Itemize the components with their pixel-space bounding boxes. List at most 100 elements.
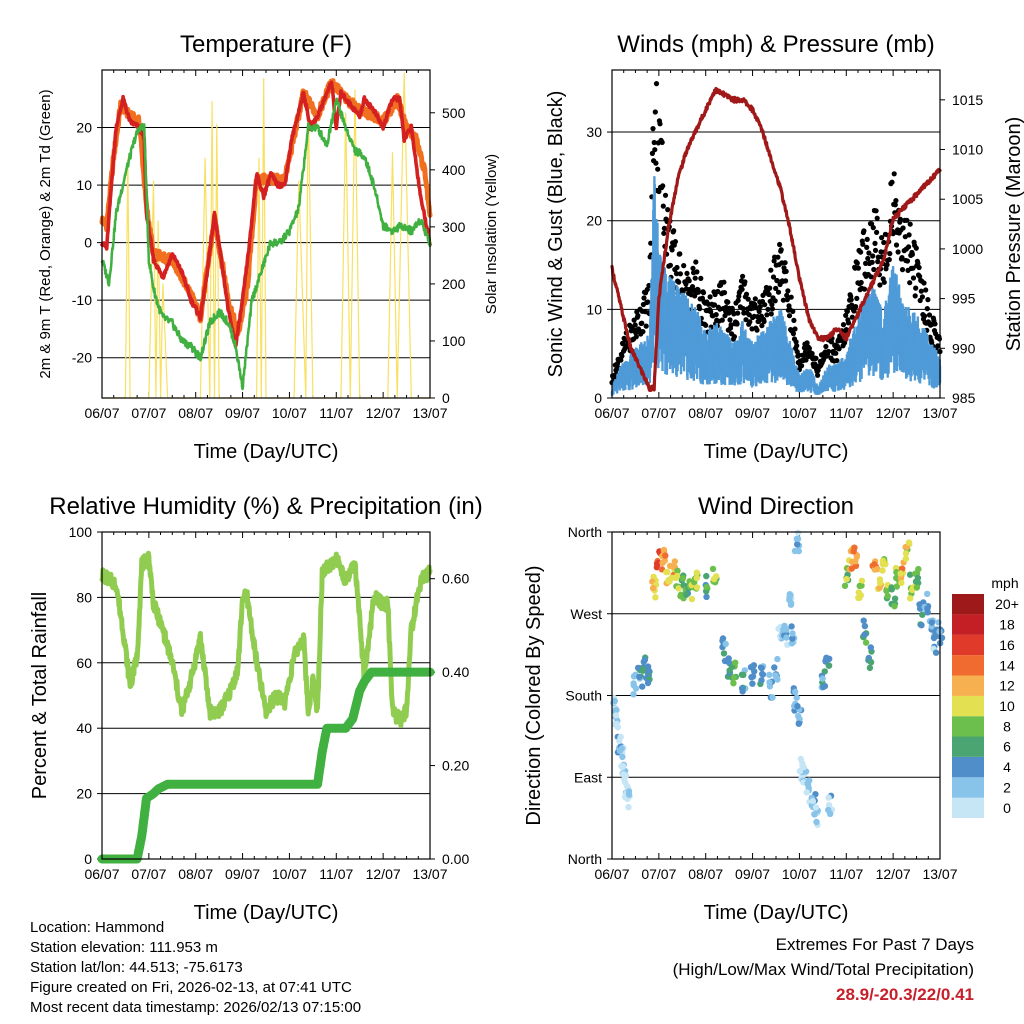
gust-point bbox=[889, 179, 895, 185]
direction-point bbox=[924, 609, 931, 616]
legend-swatch-6 bbox=[952, 736, 984, 757]
gust-point bbox=[651, 139, 657, 146]
direction-point bbox=[644, 679, 652, 687]
direction-point bbox=[789, 635, 796, 642]
direction-point bbox=[823, 654, 830, 661]
gust-point bbox=[754, 327, 760, 333]
wind-point bbox=[703, 329, 706, 358]
gust-point bbox=[735, 297, 741, 303]
xtick-label-0-0: 06/07 bbox=[84, 405, 119, 421]
xtick-label-1-0: 06/07 bbox=[594, 405, 629, 421]
gust-point bbox=[792, 326, 798, 332]
gust-point bbox=[707, 294, 713, 300]
gust-point bbox=[768, 311, 774, 317]
direction-point bbox=[625, 791, 633, 798]
xtick-label-3-7: 13/07 bbox=[922, 866, 957, 882]
gust-point bbox=[684, 270, 690, 276]
gust-point bbox=[756, 308, 762, 315]
gust-point bbox=[921, 280, 927, 286]
gust-point bbox=[619, 353, 625, 359]
gust-point bbox=[677, 251, 683, 257]
gust-point bbox=[925, 297, 931, 303]
wind-point bbox=[879, 307, 883, 346]
gust-point bbox=[836, 346, 842, 352]
wind-point bbox=[809, 380, 813, 392]
yaxis-label-0: 2m & 9m T (Red, Orange) & 2m Td (Green) bbox=[37, 89, 54, 378]
legend-swatch-18 bbox=[952, 614, 984, 635]
xtick-label-1-6: 12/07 bbox=[876, 405, 911, 421]
xaxis-label-0: Time (Day/UTC) bbox=[194, 441, 339, 463]
wind-point bbox=[839, 375, 842, 390]
direction-point bbox=[928, 619, 936, 626]
ytick-label-0-2: 0 bbox=[84, 235, 92, 251]
direction-point bbox=[639, 683, 646, 690]
ytick-label-3-1: East bbox=[574, 769, 602, 785]
gust-point bbox=[731, 311, 737, 317]
gust-point bbox=[845, 320, 852, 326]
gust-point bbox=[764, 312, 770, 318]
gust-point bbox=[673, 271, 680, 277]
created-text: Figure created on Fri, 2026-02-13, at 07… bbox=[30, 979, 352, 996]
direction-point bbox=[652, 594, 659, 601]
gust-point bbox=[881, 239, 887, 246]
gust-point bbox=[771, 258, 777, 264]
legend-label-18: 18 bbox=[999, 617, 1015, 633]
legend-swatch-8 bbox=[952, 716, 984, 737]
direction-point bbox=[809, 798, 817, 805]
direction-point bbox=[812, 804, 820, 811]
gust-point bbox=[874, 229, 880, 235]
y2tick-label-0-0: 0 bbox=[442, 390, 450, 406]
gust-point bbox=[768, 267, 774, 273]
wind-point bbox=[887, 329, 890, 374]
y2tick-label-1-2: 995 bbox=[952, 291, 976, 307]
gust-point bbox=[742, 279, 748, 285]
legend-swatch-4 bbox=[952, 756, 984, 778]
direction-point bbox=[709, 565, 717, 573]
direction-point bbox=[913, 584, 921, 591]
direction-point bbox=[693, 584, 701, 591]
gust-point bbox=[641, 295, 647, 301]
gust-point bbox=[919, 294, 926, 300]
direction-point bbox=[769, 694, 776, 701]
direction-point bbox=[857, 592, 864, 599]
gust-point bbox=[761, 318, 767, 325]
gust-point bbox=[924, 306, 930, 312]
gust-point bbox=[722, 313, 728, 319]
direction-point bbox=[641, 656, 649, 664]
direction-point bbox=[766, 679, 773, 686]
direction-point bbox=[893, 583, 900, 590]
direction-point bbox=[871, 561, 878, 568]
ytick-label-1-1: 10 bbox=[586, 301, 602, 317]
gust-point bbox=[799, 363, 805, 369]
direction-point bbox=[825, 794, 832, 801]
gust-point bbox=[913, 245, 919, 251]
xtick-label-3-2: 08/07 bbox=[688, 866, 723, 882]
series-wind-direction bbox=[610, 529, 946, 829]
y2tick-label-0-3: 300 bbox=[442, 219, 466, 235]
direction-point bbox=[783, 634, 790, 641]
direction-point bbox=[619, 753, 626, 761]
xtick-label-3-6: 12/07 bbox=[876, 866, 911, 882]
gust-point bbox=[863, 260, 869, 266]
series-2m-temp bbox=[100, 80, 432, 348]
gust-point bbox=[872, 240, 878, 246]
gust-point bbox=[849, 314, 855, 320]
direction-point bbox=[693, 574, 700, 582]
legend-label-20+: 20+ bbox=[995, 596, 1019, 612]
gust-point bbox=[907, 221, 913, 227]
xtick-label-0-5: 11/07 bbox=[319, 405, 353, 421]
gust-point bbox=[783, 268, 789, 274]
extremes-line1: Extremes For Past 7 Days bbox=[775, 935, 974, 954]
wind-point bbox=[913, 346, 917, 381]
gust-point bbox=[644, 286, 650, 293]
xtick-label-1-7: 13/07 bbox=[922, 405, 957, 421]
plot-frame-0 bbox=[101, 69, 431, 399]
gust-point bbox=[766, 291, 772, 298]
gust-point bbox=[935, 343, 941, 349]
direction-point bbox=[905, 539, 913, 546]
direction-point bbox=[749, 680, 756, 687]
direction-point bbox=[789, 630, 796, 637]
direction-point bbox=[930, 634, 938, 642]
gust-point bbox=[899, 255, 905, 261]
gust-point bbox=[715, 288, 721, 295]
